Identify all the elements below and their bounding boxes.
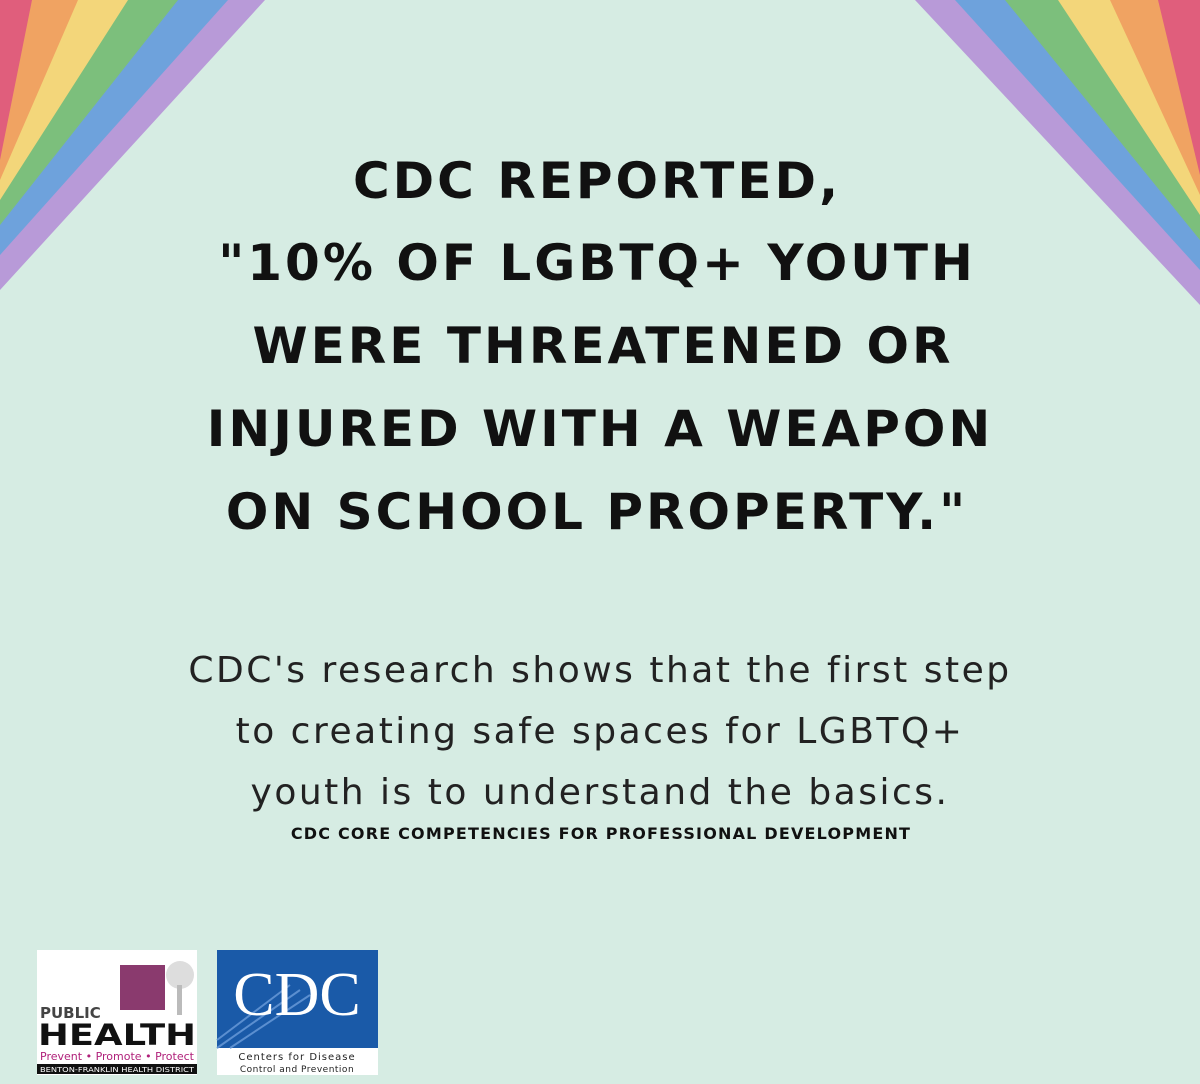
logo-text: HEALTH <box>38 1018 196 1052</box>
logo-text: Control and Prevention <box>240 1065 354 1075</box>
body-text: to creating safe spaces for LGBTQ+ <box>236 711 965 752</box>
body-text: youth is to understand the basics. <box>251 772 950 813</box>
headline: INJURED WITH A WEAPON <box>207 400 993 458</box>
headline: WERE THREATENED OR <box>253 317 954 375</box>
headline: "10% OF LGBTQ+ YOUTH <box>218 234 976 292</box>
rainbow-right <box>915 0 1200 305</box>
public-health-logo: PUBLIC HEALTH Prevent • Promote • Protec… <box>37 950 197 1075</box>
source: CDC CORE COMPETENCIES FOR PROFESSIONAL D… <box>291 824 911 843</box>
logo-text: BENTON-FRANKLIN HEALTH DISTRICT <box>40 1066 195 1074</box>
logo-text: Prevent • Promote • Protect <box>40 1050 195 1063</box>
cdc-logo: CDC Centers for Disease Control and Prev… <box>216 950 378 1075</box>
headline: ON SCHOOL PROPERTY." <box>226 483 968 541</box>
logo-text: Centers for Disease <box>238 1052 355 1063</box>
body-text: CDC's research shows that the first step <box>188 650 1011 691</box>
rainbow-left <box>0 0 265 290</box>
logo-text: CDC <box>233 961 360 1029</box>
logo-text: PUBLIC <box>40 1004 101 1022</box>
headline: CDC REPORTED, <box>353 152 841 210</box>
